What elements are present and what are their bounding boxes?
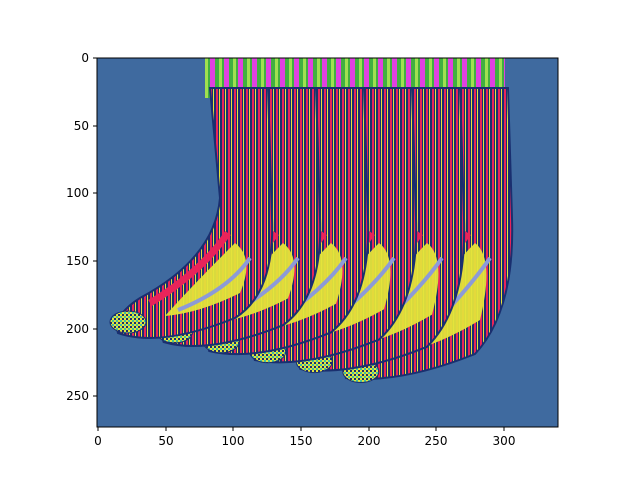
x-axis: 0 50 100 150 200 250 300 <box>94 427 515 448</box>
y-tick-label: 250 <box>66 389 89 403</box>
y-tick-label: 150 <box>66 254 89 268</box>
y-tick-label: 100 <box>66 186 89 200</box>
sock-band <box>148 230 231 307</box>
sock-stripe <box>177 256 252 312</box>
x-tick-label: 100 <box>222 434 245 448</box>
x-tick-label: 150 <box>290 434 313 448</box>
socks-image <box>109 58 514 383</box>
y-axis: 0 50 100 150 200 250 <box>66 51 97 403</box>
sock-toe <box>109 310 147 334</box>
x-tick-label: 50 <box>158 434 173 448</box>
axes-frame <box>96 57 559 428</box>
x-tick-label: 0 <box>94 434 102 448</box>
x-tick-label: 250 <box>425 434 448 448</box>
y-tick-label: 200 <box>66 322 89 336</box>
x-tick-label: 200 <box>358 434 381 448</box>
sock-highlight <box>165 243 247 316</box>
x-tick-label: 300 <box>493 434 516 448</box>
y-tick-label: 0 <box>81 51 89 65</box>
y-tick-label: 50 <box>74 119 89 133</box>
image-area <box>97 58 558 427</box>
